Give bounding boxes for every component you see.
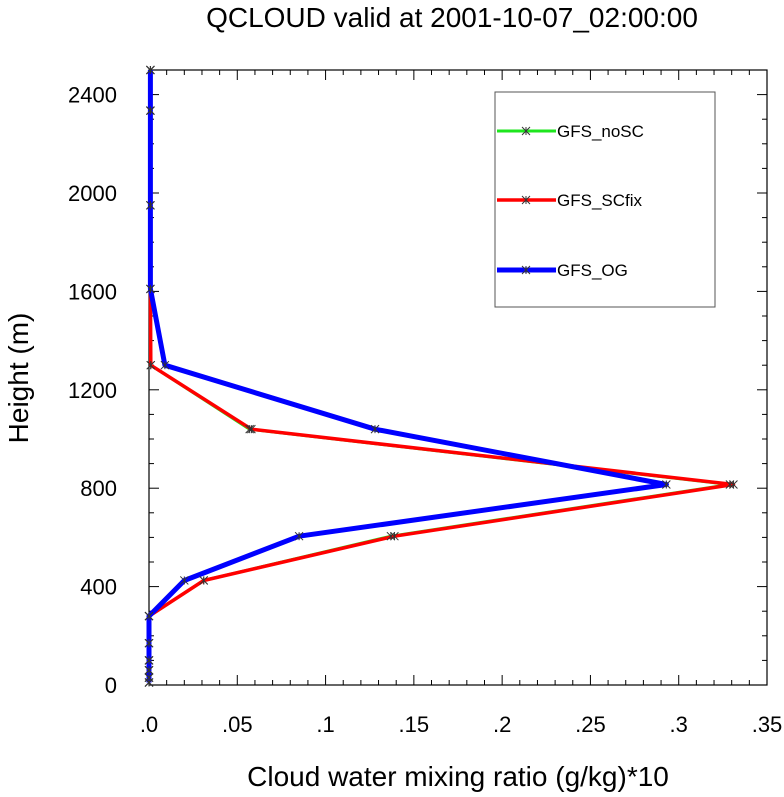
- legend-item: GFS_OG: [497, 261, 628, 280]
- data-point-GFS_OG: [146, 200, 155, 210]
- data-point-GFS_OG: [144, 665, 154, 675]
- legend-marker: [521, 126, 531, 136]
- x-tick-label: .1: [316, 712, 334, 737]
- data-point-GFS_OG: [179, 576, 189, 585]
- y-tick-label: 1600: [68, 279, 117, 304]
- data-point-GFS_noSC: [386, 531, 396, 541]
- data-point-GFS_OG: [146, 284, 155, 294]
- data-point-GFS_OG: [662, 480, 671, 489]
- legend-label: GFS_OG: [557, 261, 628, 280]
- legend-item: GFS_SCfix: [497, 191, 643, 210]
- data-point-GFS_OG: [370, 424, 380, 434]
- x-tick-label: .05: [222, 712, 253, 737]
- data-point-GFS_OG: [146, 65, 155, 75]
- data-point-GFS_OG: [144, 673, 154, 682]
- data-point-GFS_OG: [146, 106, 155, 115]
- x-axis-label: Cloud water mixing ratio (g/kg)*10: [247, 761, 669, 792]
- data-point-GFS_SCfix: [199, 576, 209, 585]
- y-axis-label: Height (m): [3, 313, 34, 444]
- legend-label: GFS_SCfix: [557, 191, 643, 210]
- data-point-GFS_OG: [144, 611, 154, 621]
- data-point-GFS_OG: [160, 360, 170, 370]
- ticks: .0 .05 .1 .15 .2 .25 .3 .35 0 400 800 1200 1600 2000 2…: [68, 69, 783, 737]
- plot-frame: [148, 69, 768, 686]
- x-tick-label: .2: [493, 712, 511, 737]
- y-tick-label: 400: [80, 575, 117, 600]
- data-point-GFS_SCfix: [390, 531, 399, 541]
- chart-title: QCLOUD valid at 2001-10-07_02:00:00: [206, 2, 698, 33]
- data-point-GFS_noSC: [725, 480, 735, 489]
- y-tick-label: 2400: [68, 83, 117, 108]
- x-tick-label: .35: [752, 712, 783, 737]
- data-point-GFS_SCfix: [146, 360, 156, 370]
- x-tick-label: .15: [399, 712, 430, 737]
- x-tick-label: .0: [140, 712, 158, 737]
- data-point-GFS_noSC: [245, 424, 254, 434]
- y-tick-label: 0: [105, 673, 117, 698]
- series-lines: [144, 65, 738, 687]
- y-tick-label: 2000: [68, 181, 117, 206]
- data-point-GFS_SCfix: [729, 480, 738, 489]
- data-point-GFS_OG: [144, 656, 154, 665]
- data-point-GFS_OG: [294, 531, 304, 541]
- data-point-GFS_OG: [144, 638, 154, 648]
- legend: GFS_noSC GFS_SCfix GFS_OG: [494, 91, 716, 308]
- legend-marker: [521, 195, 531, 205]
- legend-marker: [521, 265, 531, 275]
- x-tick-label: .25: [575, 712, 606, 737]
- y-tick-label: 800: [80, 476, 117, 501]
- y-tick-label: 1200: [68, 378, 117, 403]
- data-point-GFS_SCfix: [247, 424, 256, 434]
- x-tick-label: .3: [670, 712, 688, 737]
- legend-item: GFS_noSC: [497, 122, 644, 141]
- legend-label: GFS_noSC: [557, 122, 644, 141]
